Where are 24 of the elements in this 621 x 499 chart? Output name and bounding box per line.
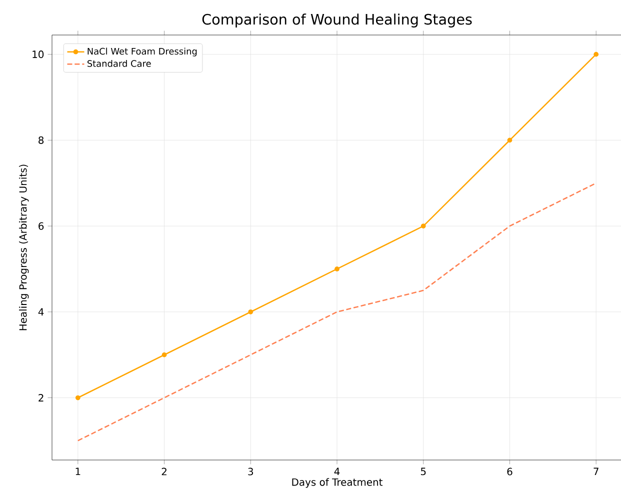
- y-axis-title: Healing Progress (Arbitrary Units): [19, 164, 29, 330]
- x-tick-label: 3: [248, 468, 254, 476]
- y-tick-label: 6: [38, 222, 44, 230]
- y-tick-label: 10: [32, 50, 44, 58]
- x-tick-label: 4: [334, 468, 340, 476]
- legend-label: NaCl Wet Foam Dressing: [88, 48, 197, 56]
- point: [248, 309, 254, 314]
- y-tick-label: 2: [38, 394, 44, 402]
- point: [507, 138, 512, 143]
- x-tick-label: 6: [507, 468, 512, 476]
- chart-title: Comparison of Wound Healing Stages: [202, 14, 472, 28]
- point: [420, 224, 426, 228]
- y-tick-label: 8: [38, 136, 44, 144]
- x-tick-label: 2: [162, 468, 166, 476]
- point: [75, 395, 80, 400]
- x-tick-label: 5: [420, 468, 426, 476]
- point: [162, 352, 167, 358]
- legend-label: Standard Care: [87, 60, 151, 67]
- point: [334, 266, 340, 272]
- x-tick-label: 1: [76, 468, 80, 476]
- y-tick-label: 4: [38, 308, 44, 316]
- x-axis-title: Days of Treatment: [292, 478, 383, 488]
- x-tick-label: 7: [594, 468, 598, 476]
- point: [594, 52, 599, 57]
